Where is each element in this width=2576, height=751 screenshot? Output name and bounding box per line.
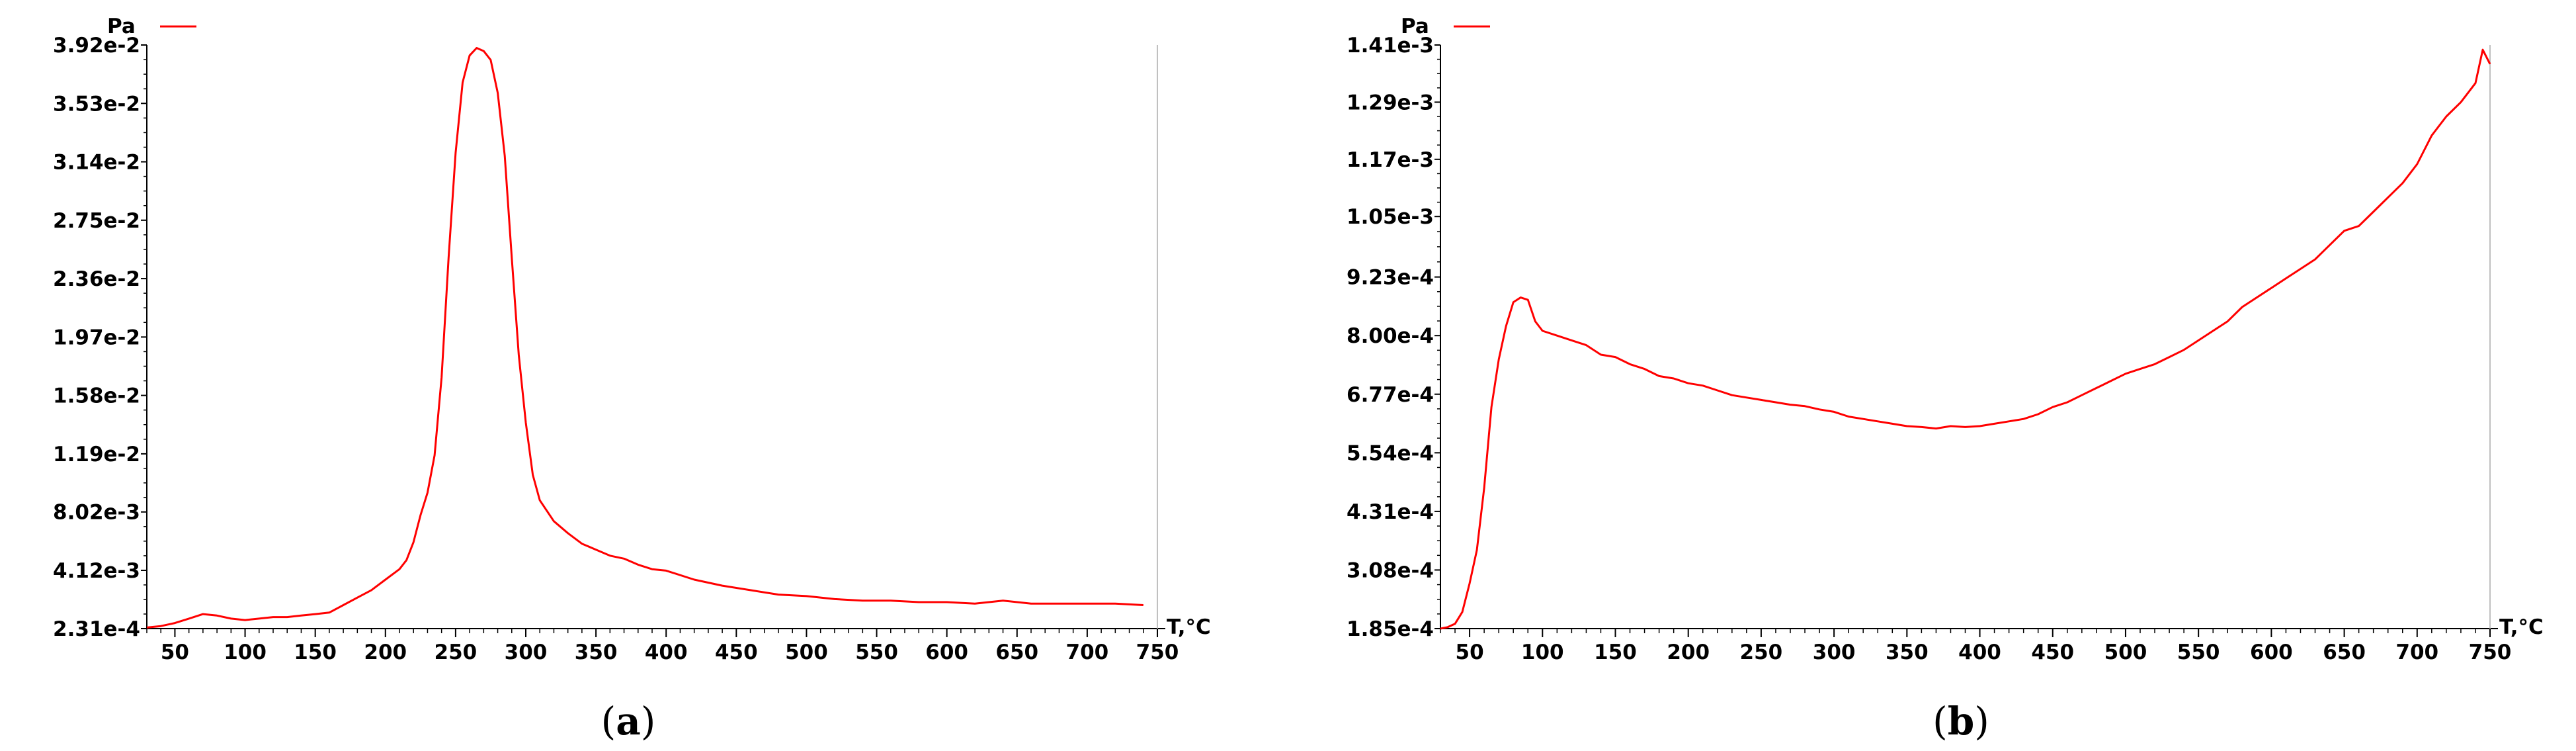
x-tick-label: 550 xyxy=(2177,641,2220,664)
x-tick-label: 100 xyxy=(224,641,267,664)
chart-panel-b: 1.85e-4 3.08e-4 4.31e-4 5.54e-4 6.77e-4 8.00e… xyxy=(1347,15,2544,744)
caption-close: ) xyxy=(1974,699,1989,744)
x-tick-label: 550 xyxy=(855,641,898,664)
y-tick-label: 1.41e-3 xyxy=(1347,34,1434,58)
y-tick-label: 4.31e-4 xyxy=(1347,500,1434,524)
panel-caption: (a) xyxy=(601,699,656,744)
x-tick-label: 750 xyxy=(2469,641,2512,664)
series-line xyxy=(146,47,1143,629)
y-tick-label: 1.29e-3 xyxy=(1347,91,1434,114)
y-tick-label: 3.92e-2 xyxy=(53,34,140,58)
x-tick-label: 650 xyxy=(995,641,1038,664)
x-tick-label: 200 xyxy=(1667,641,1710,664)
caption-letter: a xyxy=(616,699,641,744)
y-tick-label: 1.19e-2 xyxy=(53,443,140,466)
caption-open: ( xyxy=(1932,699,1948,744)
x-tick-label: 50 xyxy=(1456,641,1484,664)
x-tick-label: 100 xyxy=(1521,641,1564,664)
y-unit-label: Pa xyxy=(107,15,136,38)
x-tick-label: 650 xyxy=(2323,641,2366,664)
y-tick-label: 3.08e-4 xyxy=(1347,558,1434,582)
y-tick-label: 1.97e-2 xyxy=(53,326,140,349)
y-tick-label: 5.54e-4 xyxy=(1347,441,1434,465)
y-tick-label: 3.14e-2 xyxy=(53,151,140,175)
chart-panel-a: 2.31e-4 4.12e-3 8.02e-3 1.19e-2 1.58e-2 1.97e… xyxy=(53,15,1211,744)
x-tick-label: 600 xyxy=(925,641,968,664)
y-tick-label: 2.36e-2 xyxy=(53,267,140,291)
caption-close: ) xyxy=(641,699,656,744)
y-tick-label: 3.53e-2 xyxy=(53,92,140,116)
x-tick-label: 350 xyxy=(575,641,618,664)
x-tick-label: 400 xyxy=(645,641,688,664)
x-unit-label: T,°C xyxy=(1167,615,1211,639)
x-tick-label: 250 xyxy=(1740,641,1783,664)
x-tick-label: 500 xyxy=(785,641,828,664)
x-tick-label: 150 xyxy=(1594,641,1637,664)
y-tick-label: 1.58e-2 xyxy=(53,384,140,408)
x-tick-label: 500 xyxy=(2104,641,2147,664)
x-tick-label: 600 xyxy=(2250,641,2293,664)
y-tick-label: 4.12e-3 xyxy=(53,559,140,583)
x-tick-label: 700 xyxy=(1066,641,1109,664)
y-tick-label: 1.05e-3 xyxy=(1347,205,1434,229)
y-tick-label: 2.75e-2 xyxy=(53,209,140,233)
x-tick-label: 300 xyxy=(1813,641,1856,664)
panel-caption: (b) xyxy=(1932,699,1989,744)
x-tick-label: 50 xyxy=(161,641,189,664)
x-tick-label: 750 xyxy=(1136,641,1179,664)
y-tick-label: 9.23e-4 xyxy=(1347,266,1434,290)
x-tick-label: 350 xyxy=(1886,641,1929,664)
y-unit-label: Pa xyxy=(1401,15,1429,38)
series-line xyxy=(1440,48,2491,630)
y-tick-label: 8.02e-3 xyxy=(53,501,140,525)
y-tick-label: 2.31e-4 xyxy=(53,617,140,641)
x-tick-label: 450 xyxy=(715,641,758,664)
x-tick-label: 450 xyxy=(2031,641,2074,664)
x-tick-label: 400 xyxy=(1958,641,2001,664)
y-tick-label: 1.85e-4 xyxy=(1347,617,1434,641)
x-tick-label: 200 xyxy=(364,641,407,664)
caption-open: ( xyxy=(601,699,616,744)
y-tick-label: 1.17e-3 xyxy=(1347,148,1434,172)
caption-letter: b xyxy=(1948,699,1975,744)
y-tick-label: 6.77e-4 xyxy=(1347,383,1434,407)
y-tick-label: 8.00e-4 xyxy=(1347,324,1434,348)
x-tick-label: 300 xyxy=(505,641,548,664)
x-tick-label: 150 xyxy=(294,641,337,664)
x-tick-label: 250 xyxy=(435,641,478,664)
x-tick-label: 700 xyxy=(2395,641,2438,664)
x-unit-label: T,°C xyxy=(2499,615,2544,639)
